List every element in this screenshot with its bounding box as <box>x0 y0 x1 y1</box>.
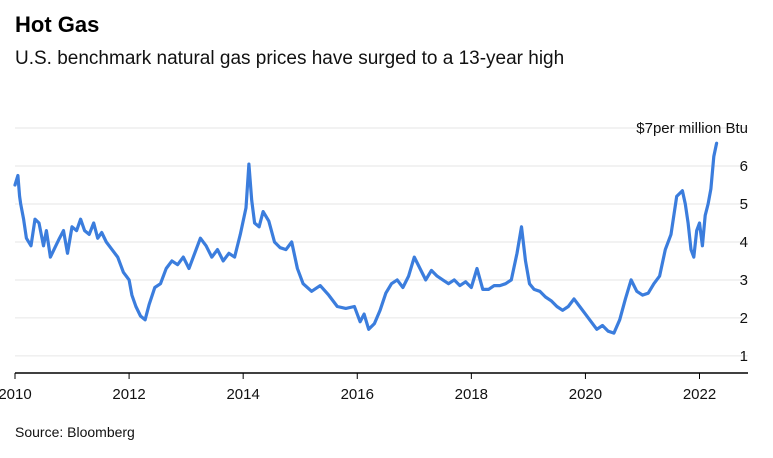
series <box>13 141 719 335</box>
source-note: Source: Bloomberg <box>15 424 135 440</box>
chart-title: Hot Gas <box>15 12 100 37</box>
x-tick-label: 2018 <box>455 386 488 403</box>
y-tick-label: 4 <box>740 234 748 251</box>
y-tick-label: $7per million Btu <box>636 120 748 137</box>
y-tick-label: 6 <box>740 158 748 175</box>
y-tick-label: 2 <box>740 310 748 327</box>
y-tick-label: 3 <box>740 272 748 289</box>
y-tick-label: 5 <box>740 196 748 213</box>
series-line-0 <box>13 141 719 335</box>
x-tick-label: 2010 <box>0 386 32 403</box>
x-tick-label: 2020 <box>569 386 602 403</box>
chart-subtitle: U.S. benchmark natural gas prices have s… <box>15 48 565 69</box>
x-tick-label: 2014 <box>226 386 259 403</box>
x-axis: 2010 2012 2014 2016 2018 2020 2022 <box>0 372 748 403</box>
x-tick-label: 2012 <box>112 386 145 403</box>
gridlines <box>15 127 748 357</box>
x-tick-label: 2016 <box>341 386 374 403</box>
y-axis: 1 2 3 4 5 6 $7per million Btu <box>636 120 748 365</box>
y-tick-label: 1 <box>740 348 748 365</box>
x-tick-label: 2022 <box>683 386 716 403</box>
